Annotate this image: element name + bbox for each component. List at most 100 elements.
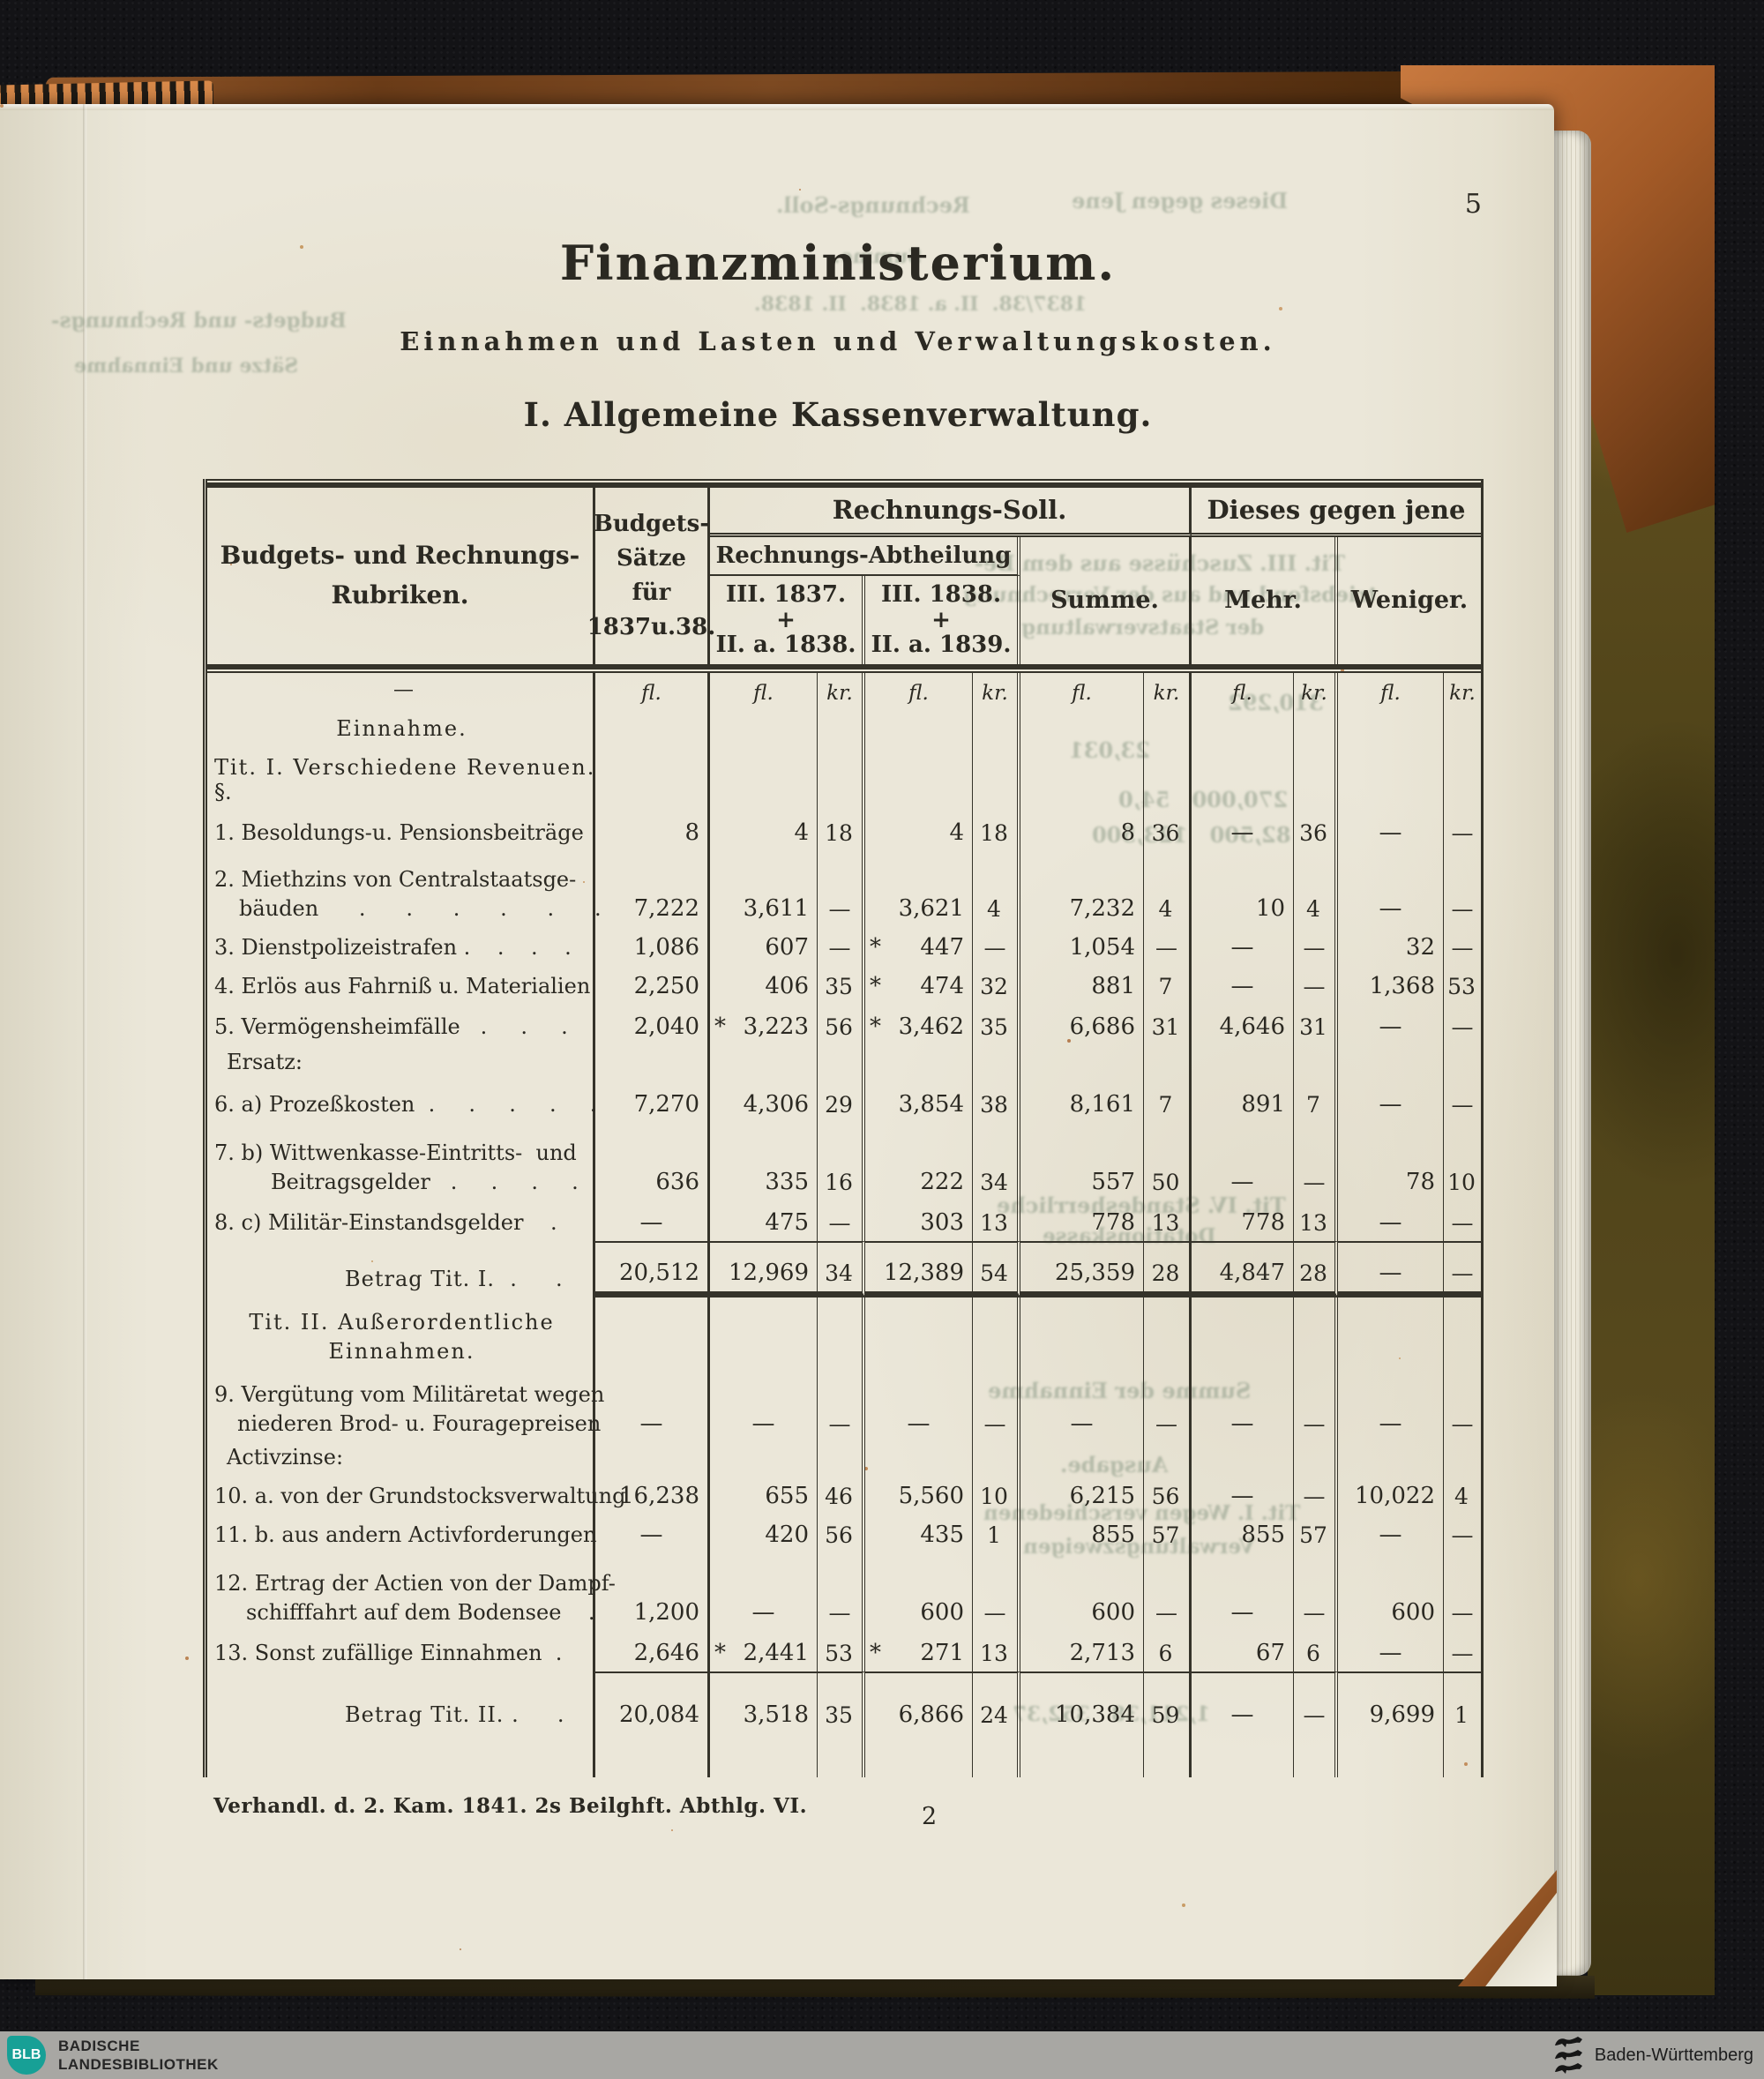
table-cell: [1338, 747, 1444, 786]
table-cell: 1: [973, 1514, 1020, 1553]
table-cell: 4: [973, 851, 1020, 927]
bw-logo[interactable]: Baden-Württemberg: [1552, 2035, 1753, 2075]
table-cell: [710, 1442, 818, 1476]
table-cell: —: [710, 1370, 818, 1442]
table-cell: 1,054: [1020, 927, 1144, 966]
table-cell: 303: [865, 1200, 973, 1241]
table-cell: —: [1338, 1005, 1444, 1045]
table-cell: [973, 710, 1020, 747]
table-cell: —: [1338, 1200, 1444, 1241]
header-bottom-rule: [207, 664, 1481, 673]
row-label: 3. Dienstpolizeistrafen . . . .: [207, 927, 595, 966]
table-cell: [1020, 1045, 1144, 1081]
table-cell: [818, 1733, 865, 1777]
table-cell: [818, 710, 865, 747]
blb-logo-icon: BLB: [7, 2036, 46, 2075]
table-cell: 636: [595, 1123, 710, 1200]
table-cell: 35: [818, 966, 865, 1005]
table-cell: —: [1294, 1123, 1338, 1200]
table-cell: [1192, 1733, 1294, 1777]
table-cell: —: [1144, 927, 1192, 966]
table-cell: fl.: [1192, 673, 1294, 710]
footnote-star: *: [714, 1013, 726, 1040]
row-label: 2. Miethzins von Centralstaatsge-bäuden …: [207, 851, 602, 927]
table-cell: fl.: [1338, 673, 1444, 710]
table-cell: 3,611: [710, 851, 818, 927]
table-cell: * 447: [865, 927, 973, 966]
table-cell: —: [595, 1200, 710, 1241]
table-cell: [1020, 1442, 1144, 1476]
table-cell: —: [1294, 966, 1338, 1005]
blb-logo-text: BADISCHE LANDESBIBLIOTHEK: [58, 2037, 219, 2075]
table-cell: [1444, 1298, 1481, 1370]
table-cell: —: [818, 1200, 865, 1241]
row-label: 12. Ertrag der Actien von der Dampf-schi…: [207, 1553, 616, 1631]
table-cell: [1192, 747, 1294, 786]
table-row: 11. b. aus andern Activforderungen —420 56…: [207, 1514, 1481, 1553]
blb-logo[interactable]: BLB BADISCHE LANDESBIBLIOTHEK: [7, 2036, 219, 2075]
table-cell: 222: [865, 1123, 973, 1200]
finance-table: Budgets- und Rechnungs- Rubriken. Budgets…: [203, 479, 1484, 1777]
table-cell: 24: [973, 1671, 1020, 1733]
subheader-rechnungs-abtheilung: Rechnungs-Abtheilung: [710, 537, 1020, 576]
table-cell: [1020, 710, 1144, 747]
table-cell: [973, 1045, 1020, 1081]
table-row: [207, 1733, 1481, 1777]
row-label: —: [207, 673, 595, 710]
table-cell: [1338, 1298, 1444, 1370]
table-cell: [710, 710, 818, 747]
row-label: 4. Erlös aus Fahrniß u. Materialien: [207, 966, 595, 1005]
table-cell: 4: [865, 811, 973, 851]
table-cell: [710, 786, 818, 811]
table-cell: 10,022: [1338, 1476, 1444, 1514]
table-cell: [1338, 1442, 1444, 1476]
group-header-rechnungs-soll: Rechnungs-Soll.: [710, 488, 1192, 537]
table-cell: [1192, 1045, 1294, 1081]
row-label: 8. c) Militär-Einstandsgelder .: [207, 1200, 595, 1241]
table-cell: 1,368: [1338, 966, 1444, 1005]
table-cell: —: [1144, 1553, 1192, 1631]
table-cell: [1144, 1733, 1192, 1777]
table-row: Tit. II. Außerordentliche Einnahmen.: [207, 1298, 1481, 1370]
table-cell: * 2,441: [710, 1631, 818, 1671]
table-cell: —: [1192, 1476, 1294, 1514]
table-cell: 6: [1294, 1631, 1338, 1671]
row-label: 10. a. von der Grundstocksverwaltung: [207, 1476, 625, 1514]
table-cell: 420: [710, 1514, 818, 1553]
table-cell: 855: [1020, 1514, 1144, 1553]
table-row: 5. Vermögensheimfälle . . . 2,040 * 3,223 56…: [207, 1005, 1481, 1045]
table-cell: [865, 1298, 973, 1370]
table-cell: —: [1192, 927, 1294, 966]
table-cell: —: [973, 927, 1020, 966]
footnote-star: *: [870, 1013, 881, 1040]
table-row: 8. c) Militär-Einstandsgelder . —475—303 1…: [207, 1200, 1481, 1241]
table-cell: —: [818, 851, 865, 927]
row-label: Einnahme.: [207, 710, 595, 747]
table-cell: 36: [1144, 811, 1192, 851]
col-header-1837: III. 1837. + II. a. 1838.: [710, 576, 865, 664]
row-label: Betrag Tit. II. . .: [207, 1671, 595, 1733]
row-label: 5. Vermögensheimfälle . . .: [207, 1005, 595, 1045]
gutter-crease: [83, 104, 87, 1979]
bleed-through-text: 1837/38. II. a. 1838. II. 1838.: [754, 293, 1088, 316]
table-cell: [1192, 710, 1294, 747]
table-cell: —: [1338, 1241, 1444, 1298]
table-cell: [1444, 710, 1481, 747]
table-cell: 2,040: [595, 1005, 710, 1045]
table-cell: [1294, 1298, 1338, 1370]
bw-lions-icon: [1554, 2037, 1582, 2074]
table-row: 1. Besoldungs-u. Pensionsbeiträge 8 4 18 4 18…: [207, 811, 1481, 851]
table-cell: 16: [818, 1123, 865, 1200]
table-cell: 53: [818, 1631, 865, 1671]
table-cell: 25,359: [1020, 1241, 1144, 1298]
table-cell: 3,854: [865, 1081, 973, 1123]
paper-specks: [0, 104, 4, 108]
table-cell: 10: [973, 1476, 1020, 1514]
table-cell: 36: [1294, 811, 1338, 851]
table-cell: —: [1451, 1600, 1474, 1626]
table-cell: 13: [1294, 1200, 1338, 1241]
table-cell: [865, 1733, 973, 1777]
table-cell: [1294, 1733, 1338, 1777]
table-cell: 57: [1144, 1514, 1192, 1553]
table-cell: —: [1338, 1514, 1444, 1553]
